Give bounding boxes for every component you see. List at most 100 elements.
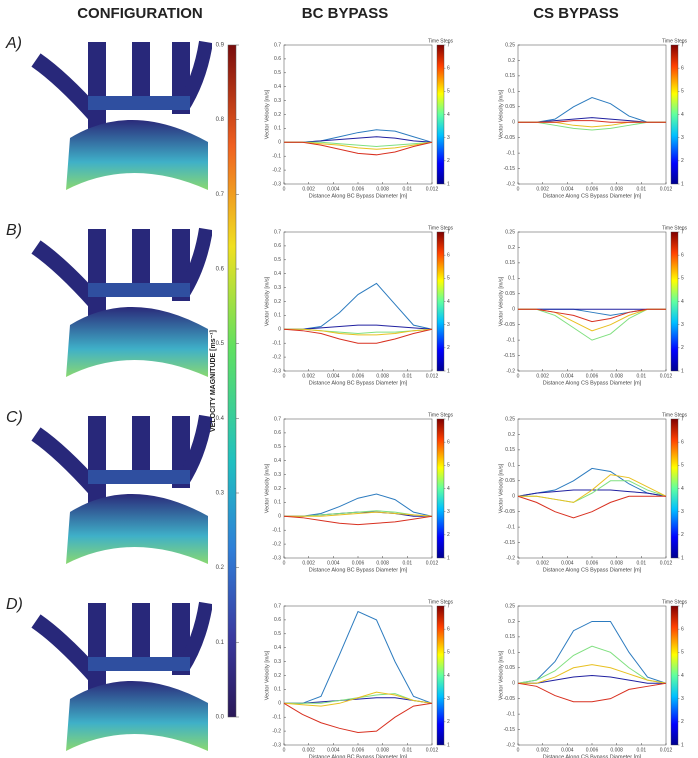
- time-colorbar-tick-label: 5: [681, 276, 684, 282]
- plot-area: [517, 44, 667, 185]
- y-tick-label: 0.6: [274, 243, 281, 249]
- x-tick-label: 0.002: [536, 560, 549, 566]
- y-tick-label: 0.2: [508, 58, 515, 64]
- y-tick-label: 0.1: [508, 276, 515, 282]
- time-colorbar-tick-label: 1: [681, 181, 684, 187]
- line-chart: -0.3 -0.2 -0.1 0 0.1 0.2 0.3 0.4 0.5 0.6 0.7 0 0.002…: [264, 225, 453, 386]
- series-line: [518, 120, 666, 123]
- y-tick-label: -0.1: [506, 337, 515, 343]
- x-tick-label: 0.006: [586, 373, 599, 379]
- column-header: CONFIGURATION: [77, 5, 203, 22]
- time-colorbar: [436, 605, 445, 746]
- time-colorbar-tick-label: 7: [681, 229, 684, 235]
- x-tick-label: 0.006: [586, 186, 599, 192]
- time-colorbar-tick-label: 6: [447, 439, 450, 445]
- plot-area: [283, 231, 433, 372]
- x-tick-label: 0.002: [536, 186, 549, 192]
- y-tick-label: -0.1: [272, 341, 281, 347]
- x-tick-label: 0.012: [660, 186, 673, 192]
- y-tick-label: 0.3: [274, 659, 281, 665]
- time-colorbar-label: Time Steps: [428, 412, 454, 418]
- configuration-image: [36, 229, 208, 377]
- x-tick-label: 0.004: [327, 747, 340, 753]
- series-line: [518, 308, 666, 323]
- x-axis-label: Distance Along CS Bypass Diameter [m]: [543, 754, 642, 758]
- time-colorbar-tick-label: 4: [681, 673, 684, 679]
- time-colorbar-tick-label: 7: [447, 416, 450, 422]
- series-line: [283, 515, 433, 526]
- y-axis-label: Vector Velocity [m/s]: [498, 463, 504, 513]
- x-axis-label: Distance Along BC Bypass Diameter [m]: [309, 567, 408, 573]
- y-tick-label: 0.6: [274, 430, 281, 436]
- x-tick-label: 0.006: [352, 747, 365, 753]
- time-colorbar-tick-label: 3: [447, 509, 450, 515]
- x-tick-label: 0.012: [426, 186, 439, 192]
- velocity-colorbar: [227, 44, 237, 718]
- time-colorbar-tick-label: 1: [681, 742, 684, 748]
- y-tick-label: 0.1: [508, 650, 515, 656]
- y-tick-label: -0.05: [504, 696, 516, 702]
- x-tick-label: 0.006: [586, 560, 599, 566]
- x-tick-label: 0: [283, 373, 286, 379]
- x-tick-label: 0.002: [536, 373, 549, 379]
- y-tick-label: 0.5: [274, 631, 281, 637]
- time-colorbar: [436, 231, 445, 372]
- column-header: BC BYPASS: [302, 5, 388, 22]
- y-tick-label: -0.3: [272, 742, 281, 748]
- colorbar-tick-label: 0.3: [216, 491, 225, 497]
- x-tick-label: 0.006: [352, 186, 365, 192]
- y-tick-label: 0.7: [274, 603, 281, 609]
- time-colorbar-tick-label: 1: [681, 555, 684, 561]
- x-tick-label: 0.008: [610, 373, 623, 379]
- series-line: [517, 467, 667, 497]
- time-colorbar-tick-label: 1: [681, 368, 684, 374]
- colorbar-tick-label: 0.2: [216, 565, 225, 571]
- x-tick-label: 0.008: [376, 560, 389, 566]
- time-colorbar-label: Time Steps: [662, 225, 688, 231]
- time-colorbar-tick-label: 3: [681, 135, 684, 141]
- time-colorbar-tick-label: 3: [447, 322, 450, 328]
- y-tick-label: -0.3: [272, 368, 281, 374]
- plot-area: [517, 418, 667, 559]
- x-tick-label: 0.01: [402, 747, 412, 753]
- y-tick-label: 0.7: [274, 229, 281, 235]
- y-tick-label: -0.1: [272, 154, 281, 160]
- y-tick-label: 0.15: [505, 634, 515, 640]
- y-axis-label: Vector Velocity [m/s]: [264, 463, 270, 513]
- time-colorbar-tick-label: 2: [681, 345, 684, 351]
- time-colorbar-tick-label: 6: [681, 439, 684, 445]
- time-colorbar-tick-label: 5: [681, 463, 684, 469]
- series-line: [518, 474, 667, 503]
- x-tick-label: 0.004: [327, 373, 340, 379]
- time-colorbar-tick-label: 2: [681, 719, 684, 725]
- y-tick-label: -0.2: [506, 742, 515, 748]
- time-colorbar-tick-label: 5: [447, 650, 450, 656]
- time-colorbar-tick-label: 4: [447, 299, 450, 305]
- x-tick-label: 0: [517, 560, 520, 566]
- y-tick-label: -0.05: [504, 509, 516, 515]
- y-axis-label: Vector Velocity [m/s]: [264, 276, 270, 326]
- configuration-image: [36, 603, 208, 751]
- x-tick-label: 0.008: [610, 560, 623, 566]
- x-tick-label: 0: [517, 373, 520, 379]
- x-tick-label: 0.008: [376, 747, 389, 753]
- time-colorbar-tick-label: 2: [681, 158, 684, 164]
- series-line: [517, 682, 667, 703]
- x-tick-label: 0.002: [302, 186, 315, 192]
- time-colorbar-tick-label: 4: [447, 112, 450, 118]
- y-tick-label: 0: [278, 327, 281, 333]
- time-colorbar-tick-label: 6: [681, 626, 684, 632]
- y-tick-label: 0.1: [508, 463, 515, 469]
- series-line: [518, 308, 666, 341]
- time-colorbar: [436, 418, 445, 559]
- x-tick-label: 0.01: [636, 560, 646, 566]
- colorbar-label: VELOCITY MAGNITUDE [ms⁻¹]: [210, 330, 217, 432]
- y-tick-label: -0.15: [504, 727, 516, 733]
- time-colorbar-tick-label: 6: [447, 65, 450, 71]
- x-axis-label: Distance Along BC Bypass Diameter [m]: [309, 193, 408, 199]
- y-tick-label: -0.2: [506, 368, 515, 374]
- series-line: [518, 664, 667, 684]
- x-tick-label: 0.002: [302, 747, 315, 753]
- row-label: D): [6, 596, 23, 613]
- series-line: [517, 495, 666, 519]
